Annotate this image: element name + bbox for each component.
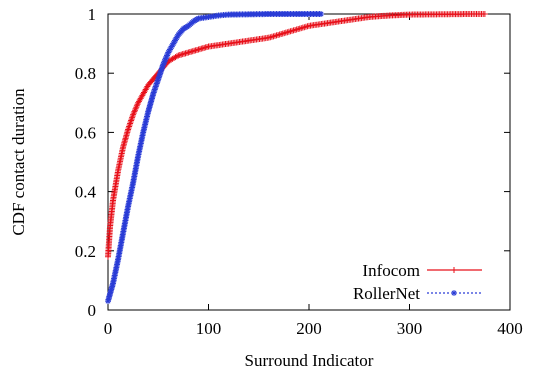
data-point (132, 107, 139, 114)
data-point (156, 73, 163, 80)
x-tick-label: 300 (397, 319, 423, 338)
legend: Infocom RollerNet (353, 261, 482, 303)
y-tick-label: 0.6 (75, 123, 96, 142)
data-point (126, 122, 133, 128)
series-line (107, 13, 485, 257)
x-tick-label: 200 (296, 319, 322, 338)
data-point (154, 77, 161, 84)
data-point (150, 89, 157, 96)
data-point (130, 111, 137, 118)
data-point (157, 68, 164, 75)
x-tick-label: 0 (104, 319, 113, 338)
x-axis-label: Surround Indicator (245, 351, 374, 370)
data-point (133, 102, 140, 109)
data-point (164, 52, 171, 59)
data-point (129, 114, 136, 121)
data-point (160, 61, 167, 68)
data-point (155, 74, 162, 81)
legend-marker-rollernet (451, 290, 457, 296)
data-point (318, 11, 325, 17)
legend-label-infocom: Infocom (362, 261, 420, 280)
data-point (154, 79, 161, 86)
data-point (133, 104, 140, 111)
data-point (152, 83, 159, 90)
data-point (158, 65, 165, 72)
data-point (162, 56, 169, 63)
series-layer (105, 11, 488, 305)
data-point (158, 67, 165, 74)
data-point (162, 55, 169, 62)
data-point (127, 120, 134, 127)
data-point (157, 70, 164, 77)
data-point (132, 105, 139, 112)
data-point (130, 110, 137, 117)
data-point (151, 87, 158, 94)
data-point (151, 86, 158, 93)
data-point (160, 59, 167, 66)
data-point (125, 126, 132, 133)
axes: 0 100 200 300 400 0 0.2 0.4 0.6 0.8 1 (75, 5, 523, 338)
x-tick-label: 100 (196, 319, 222, 338)
x-tick-label: 400 (497, 319, 523, 338)
data-point (153, 80, 160, 87)
series-rollernet (105, 11, 325, 305)
data-point (127, 119, 134, 126)
y-tick-label: 0 (88, 301, 97, 320)
data-point (156, 71, 163, 78)
data-point (173, 53, 180, 60)
data-point (128, 116, 135, 123)
series-infocom (105, 11, 488, 260)
data-point (134, 101, 141, 108)
data-point (126, 123, 133, 130)
y-tick-label: 1 (88, 5, 97, 24)
data-point (161, 58, 168, 65)
y-tick-label: 0.8 (75, 64, 96, 83)
data-point (152, 85, 159, 91)
data-point (131, 108, 138, 115)
data-point (128, 117, 135, 124)
data-point (150, 90, 157, 97)
y-axis-label: CDF contact duration (9, 88, 28, 236)
data-point (129, 113, 136, 120)
data-point (155, 76, 162, 83)
data-point (153, 82, 160, 89)
data-point (481, 11, 488, 17)
data-point (125, 124, 132, 131)
data-point (159, 64, 166, 71)
y-tick-label: 0.4 (75, 183, 97, 202)
data-point (164, 50, 171, 57)
data-point (163, 53, 170, 60)
legend-label-rollernet: RollerNet (353, 284, 420, 303)
data-point (159, 62, 166, 69)
y-tick-label: 0.2 (75, 242, 96, 261)
legend-marker-infocom (451, 267, 457, 273)
